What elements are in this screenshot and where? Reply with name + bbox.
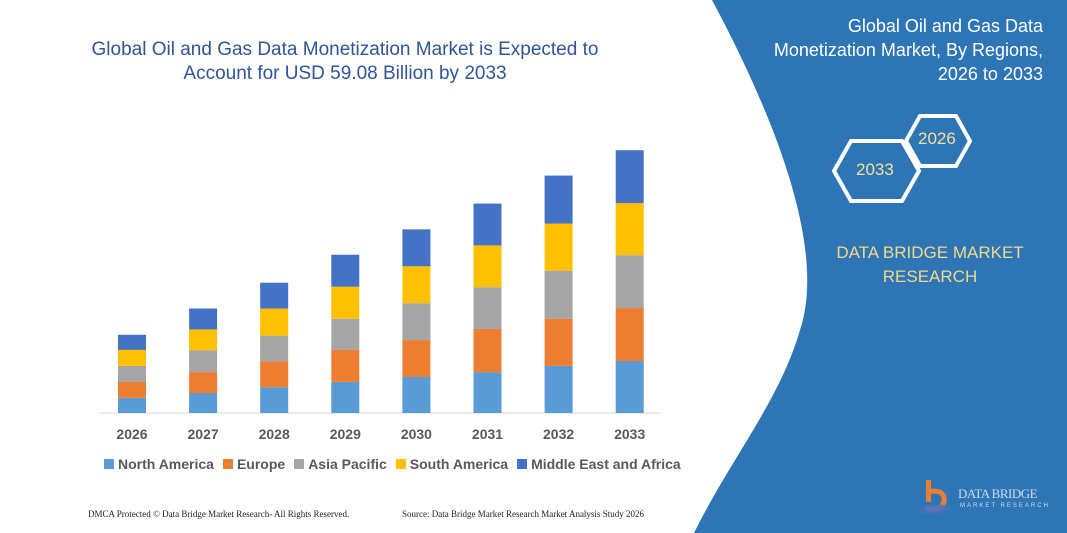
bar-segment-2026-europe [118,381,146,398]
legend-label: North America [118,456,214,472]
bar-segment-2031-south-america [473,245,502,288]
source-text: Source: Data Bridge Market Research Mark… [402,509,644,519]
bar-segment-2028-south-america [260,308,289,336]
bar-segment-2026-middle-east-and-africa [118,334,146,350]
bar-segment-2033-asia-pacific [615,255,644,309]
bar-segment-2033-south-america [615,203,644,256]
x-tick-label-2027: 2027 [188,426,219,442]
legend-item-asia-pacific: Asia Pacific [294,456,387,472]
bar-segment-2029-asia-pacific [331,318,360,350]
bar-segment-2028-middle-east-and-africa [260,282,289,309]
legend-swatch [517,459,528,469]
x-tick-label-2029: 2029 [330,426,361,442]
chart-title: Global Oil and Gas Data Monetization Mar… [91,39,599,84]
brand-name: DATA BRIDGE MARKET RESEARCH [836,243,1024,286]
legend-item-north-america: North America [104,456,214,472]
legend: North America Europe Asia Pacific South … [104,456,681,472]
legend-label: South America [409,456,509,472]
x-tick-label-2032: 2032 [543,426,574,442]
bar-segment-2030-europe [402,340,431,377]
bar-segment-2028-asia-pacific [260,335,289,362]
bar-segment-2029-north-america [331,381,360,413]
blue-panel [694,0,1067,533]
bar-segment-2032-north-america [544,365,573,413]
bar-segment-2027-south-america [189,329,218,351]
bar-segment-2027-asia-pacific [189,350,218,373]
bar-segment-2033-north-america [615,360,644,413]
x-tick-label-2026: 2026 [116,426,147,442]
bar-segment-2030-middle-east-and-africa [402,229,431,267]
hexagon-2033 [831,139,922,203]
panel-title: Global Oil and Gas Data Monetization Mar… [773,16,1043,84]
bar-segment-2033-europe [615,308,644,361]
logo-text: DATA BRIDGE [958,486,1038,501]
x-tick-labels: 2026 2027 2028 2029 2030 2031 2032 2033 [116,426,645,442]
bar-segment-2028-europe [260,361,289,388]
bar-segment-2026-north-america [118,397,146,413]
bar-segment-2031-europe [473,328,502,373]
bar-segment-2027-north-america [189,392,218,413]
legend-swatch [294,459,305,469]
copyright-text: DMCA Protected © Data Bridge Market Rese… [88,509,350,519]
bar-segment-2030-north-america [402,376,431,413]
bar-segment-2031-middle-east-and-africa [473,203,502,246]
legend-swatch [395,459,406,469]
logo-subtext: MARKET RESEARCH [960,503,1050,509]
legend-swatch [104,459,114,469]
legend-item-mea: Middle East and Africa [517,456,681,472]
bar-segment-2031-north-america [473,372,502,413]
bar-segment-2026-asia-pacific [118,365,146,382]
bar-segment-2029-middle-east-and-africa [331,254,360,287]
x-tick-label-2033: 2033 [614,426,645,442]
bar-segment-2033-middle-east-and-africa [615,150,644,204]
legend-label: Asia Pacific [308,456,387,472]
bar-segment-2029-europe [331,349,360,382]
bar-segment-2028-north-america [260,387,289,413]
hex-label-2026: 2026 [918,129,956,148]
x-tick-label-2031: 2031 [472,426,503,442]
legend-item-europe: Europe [222,456,286,472]
bar-segment-2030-south-america [402,266,431,304]
x-tick-label-2030: 2030 [401,426,432,442]
legend-swatch [222,459,233,469]
bar-segment-2030-asia-pacific [402,303,431,341]
bar-segment-2026-south-america [118,349,146,366]
bar-segment-2032-europe [544,318,573,366]
bar-segment-2032-asia-pacific [544,270,573,319]
legend-label: Middle East and Africa [531,456,681,472]
bar-segment-2032-middle-east-and-africa [544,175,573,224]
bar-segment-2031-asia-pacific [473,287,502,329]
bars [118,150,644,413]
bar-segment-2027-middle-east-and-africa [189,308,218,330]
legend-item-south-america: South America [395,456,509,472]
legend-label: Europe [236,456,286,472]
hexagon-2026 [903,114,973,168]
x-tick-label-2028: 2028 [259,426,290,442]
bar-segment-2032-south-america [544,223,573,271]
bar-segment-2029-south-america [331,286,360,319]
data-bridge-logo-icon [920,480,952,515]
hex-label-2033: 2033 [856,160,894,179]
bar-segment-2027-europe [189,372,218,393]
